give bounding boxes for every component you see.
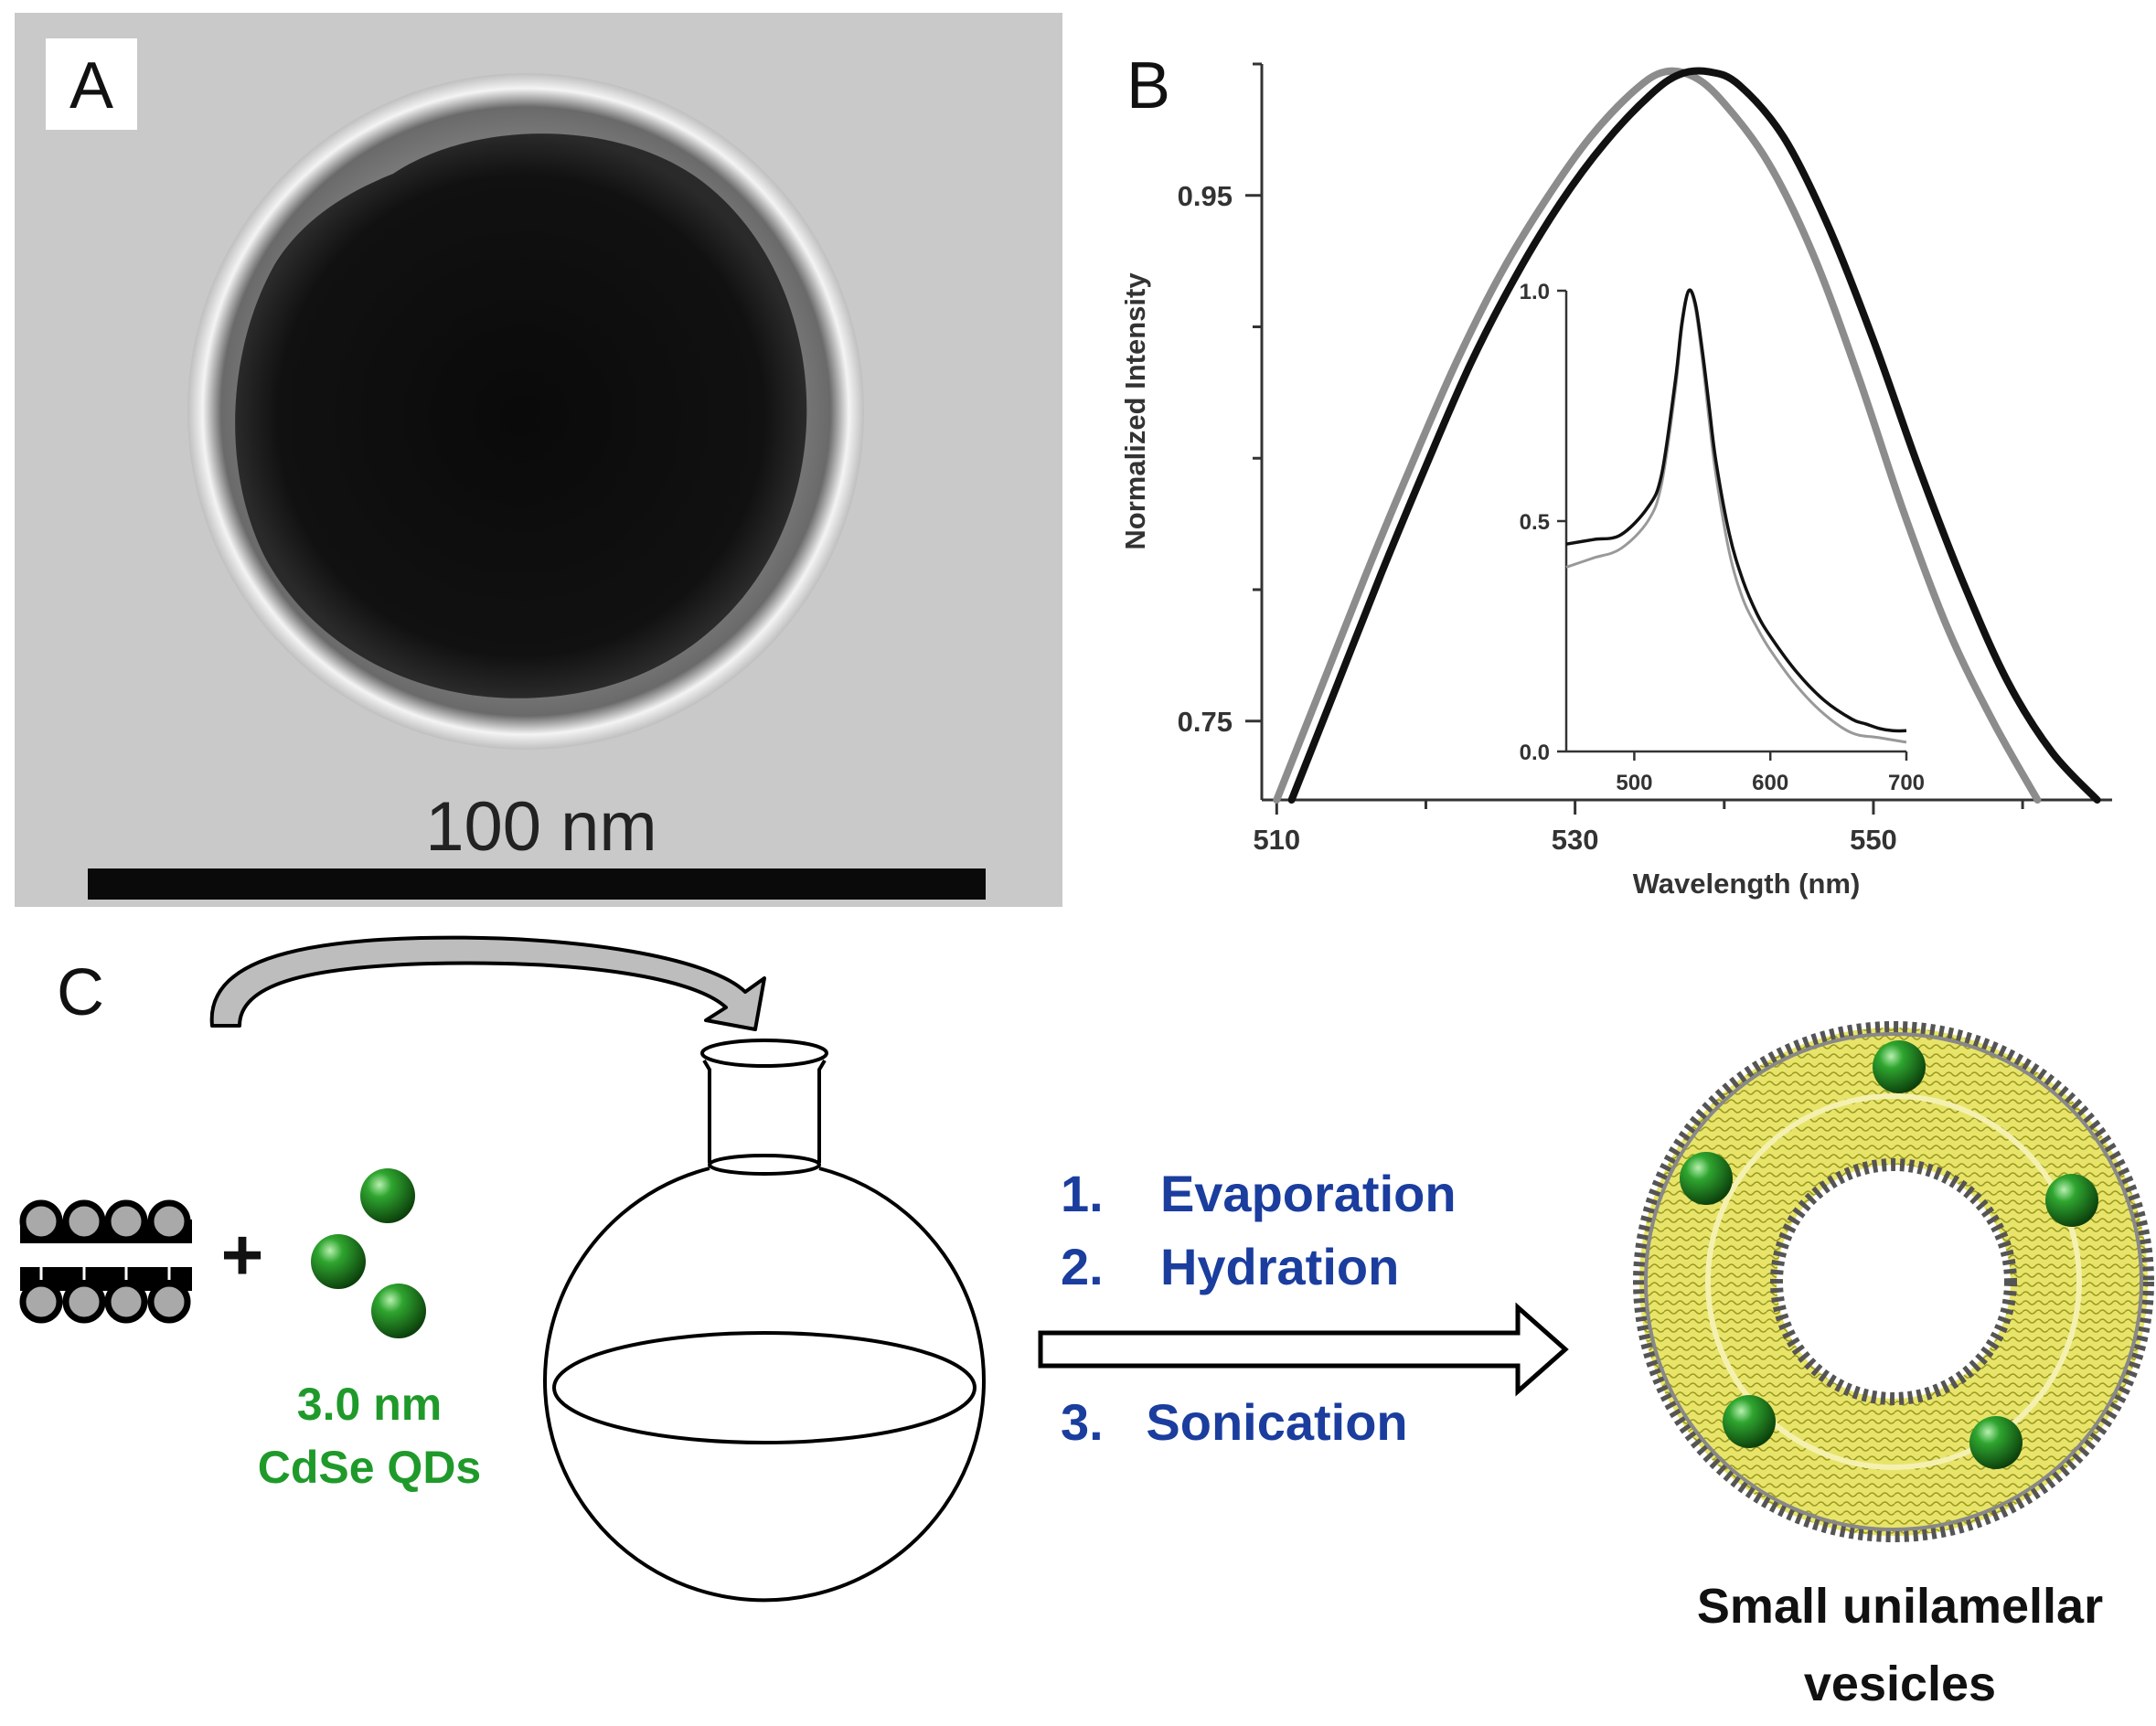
step-hydration: 2. Hydration bbox=[1061, 1238, 1399, 1295]
x-tick-label: 550 bbox=[1850, 824, 1897, 856]
y-axis-label: Normalized Intensity bbox=[1119, 272, 1151, 550]
scale-bar bbox=[88, 868, 986, 900]
y-tick-label: 0.95 bbox=[1178, 180, 1233, 212]
vesicle-inner-heads bbox=[1770, 1158, 2017, 1405]
x-tick-label: 530 bbox=[1552, 824, 1599, 856]
lipid-bilayer-icon bbox=[19, 1199, 192, 1324]
panel-a-label-box bbox=[46, 38, 137, 130]
vesicle-outer-heads bbox=[1633, 1021, 2154, 1542]
qd-sphere-icon bbox=[371, 1284, 426, 1338]
qd-sphere-icon bbox=[1680, 1152, 1733, 1205]
qd-sphere-icon bbox=[1723, 1395, 1776, 1448]
vesicle-label-line2: vesicles bbox=[1804, 1657, 1996, 1711]
vesicle-label-line1: Small unilamellar bbox=[1697, 1579, 2103, 1634]
step-evaporation: 1. Evaporation bbox=[1061, 1165, 1457, 1222]
inset-y-tick-label: 1.0 bbox=[1520, 280, 1550, 304]
round-bottom-flask-icon bbox=[543, 1039, 986, 1603]
qd-sphere-icon bbox=[2045, 1174, 2098, 1227]
panel-a: A 100 nm bbox=[15, 13, 1062, 907]
inset-x-tick-label: 700 bbox=[1888, 771, 1925, 795]
step-sonication: 3. Sonication bbox=[1061, 1393, 1408, 1451]
inset-x-tick-label: 600 bbox=[1752, 771, 1788, 795]
qd-name-label: CdSe QDs bbox=[258, 1442, 482, 1493]
spectrum-line-black bbox=[1287, 67, 2101, 804]
plus-sign: + bbox=[221, 1214, 264, 1295]
inset-line-black bbox=[1565, 288, 1907, 733]
main-plot: 510 530 550 0.75 0.95 bbox=[1178, 62, 2112, 856]
vesicle-icon bbox=[1633, 1021, 2154, 1542]
qd-sphere-icon bbox=[1873, 1040, 1926, 1093]
inset-plot: 500 600 700 0.0 0.5 1.0 bbox=[1520, 280, 1925, 795]
inset-x-tick-label: 500 bbox=[1616, 771, 1652, 795]
qd-sphere-icon bbox=[360, 1168, 415, 1223]
panel-c: C + 3.0 nm CdSe QDs bbox=[19, 935, 2154, 1711]
spectrum-line-gray bbox=[1273, 67, 2042, 804]
y-tick-label: 0.75 bbox=[1178, 706, 1233, 738]
particle-core bbox=[235, 133, 807, 698]
curved-arrow-icon bbox=[209, 935, 766, 1031]
panel-a-label: A bbox=[69, 49, 113, 123]
inset-y-tick-label: 0.0 bbox=[1520, 740, 1550, 765]
panel-b: B 510 530 550 0.75 0.95 Wavelength (nm) Norm… bbox=[1119, 49, 2112, 900]
quantum-dots bbox=[311, 1168, 426, 1338]
panel-c-label: C bbox=[57, 956, 104, 1029]
vesicle-mid-layer bbox=[1705, 1093, 2082, 1470]
x-tick-label: 510 bbox=[1253, 824, 1300, 856]
process-arrow-icon bbox=[1038, 1302, 1569, 1397]
qd-sphere-icon bbox=[1969, 1416, 2023, 1469]
scale-bar-label: 100 nm bbox=[425, 788, 657, 866]
panel-b-label: B bbox=[1126, 49, 1170, 123]
qd-size-label: 3.0 nm bbox=[297, 1379, 442, 1430]
qd-sphere-icon bbox=[311, 1234, 366, 1289]
inset-y-tick-label: 0.5 bbox=[1520, 510, 1550, 535]
x-axis-label: Wavelength (nm) bbox=[1633, 868, 1861, 900]
